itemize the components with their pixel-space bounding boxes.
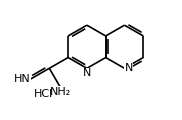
- Text: NH₂: NH₂: [50, 87, 71, 97]
- Text: N: N: [124, 63, 133, 73]
- Text: N: N: [83, 68, 91, 78]
- Text: HCl: HCl: [34, 89, 53, 99]
- Text: HN: HN: [14, 74, 31, 84]
